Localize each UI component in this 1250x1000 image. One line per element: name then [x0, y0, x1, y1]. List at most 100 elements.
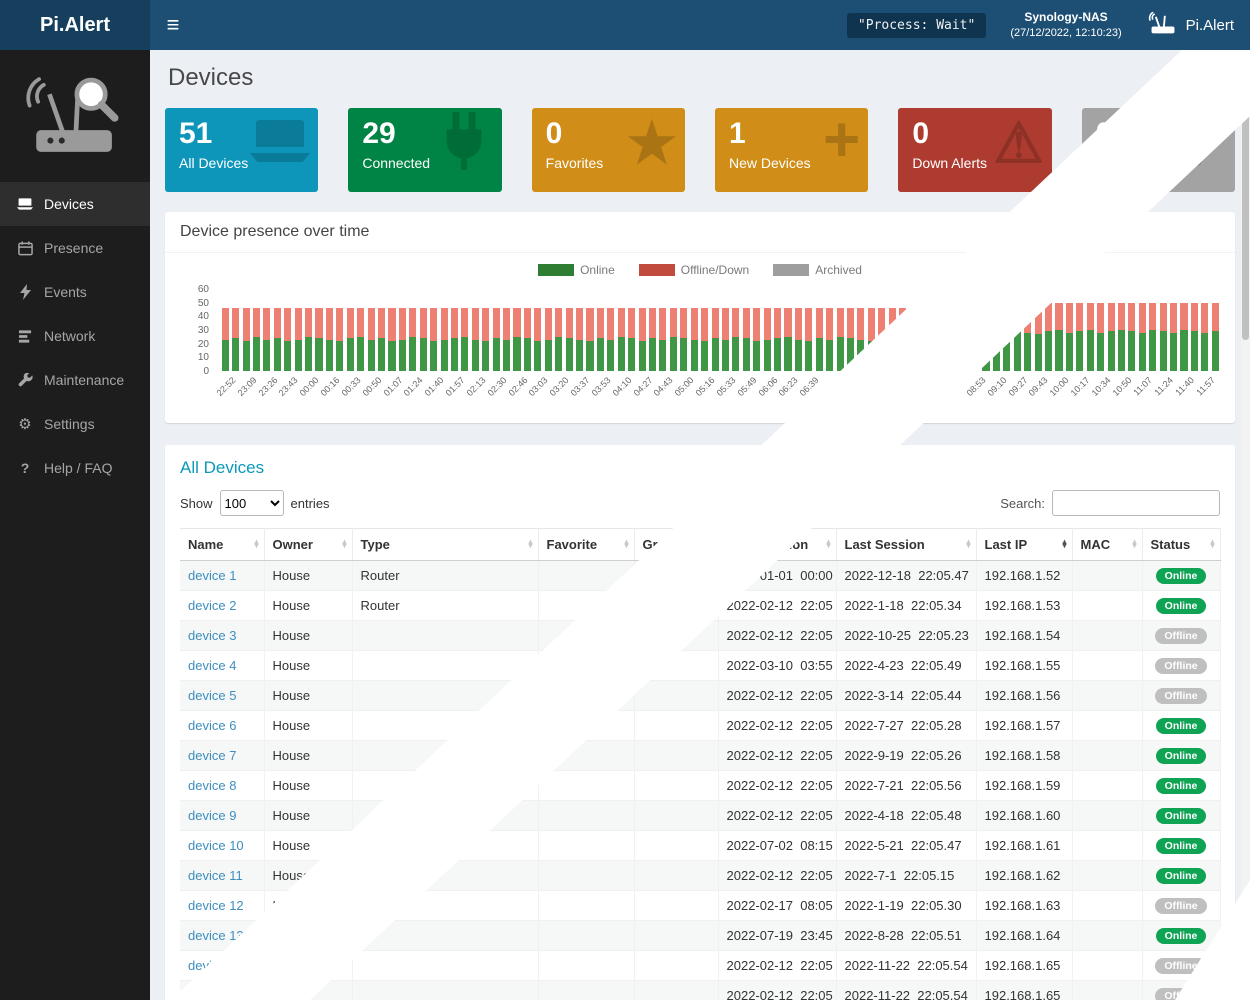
card-new-devices[interactable]: 1 New Devices +: [714, 108, 869, 192]
device-link[interactable]: device 7: [188, 748, 237, 763]
search-input[interactable]: [1052, 490, 1220, 516]
chart-bar: [981, 289, 991, 371]
legend-item[interactable]: Offline/Down: [638, 263, 749, 277]
sidebar-item-label: Maintenance: [44, 372, 125, 388]
header-brand-label: Pi.Alert: [1185, 16, 1234, 34]
chart-bar: [772, 289, 782, 371]
card-connected[interactable]: 29 Connected: [348, 108, 502, 192]
chart-bar: [491, 289, 501, 371]
page-title: Devices: [168, 64, 254, 91]
sidebar-item-presence[interactable]: Presence: [0, 226, 150, 270]
chart-bar: [835, 289, 845, 371]
search-label: Search:: [1000, 495, 1045, 511]
device-link[interactable]: device 12: [188, 898, 244, 913]
chart-legend: Online Offline/Down Archived: [180, 263, 1220, 277]
question-icon: ?: [20, 460, 30, 476]
chart-bar: [324, 289, 334, 371]
status-badge: Online: [1155, 568, 1207, 584]
chart-bar: [1002, 289, 1012, 371]
column-header-owner[interactable]: Owner ▴ ▾: [264, 528, 353, 561]
table-row: device 10 House 2022-07-02 08:15 2022-5-21 …: [180, 830, 1221, 861]
chart-bar: [710, 289, 720, 371]
device-link[interactable]: device 9: [188, 808, 237, 823]
chart-bar: [1043, 289, 1053, 371]
card-archived[interactable]: 0 Archived: [1081, 108, 1235, 192]
chart-bar: [1095, 289, 1105, 371]
device-link[interactable]: device 11: [188, 868, 243, 883]
chart-bar: [1012, 289, 1022, 371]
chart-bar: [679, 289, 689, 371]
chart-bar: [376, 289, 386, 371]
column-header-group[interactable]: Group ▴ ▾: [634, 528, 719, 561]
chart-bar: [262, 289, 272, 371]
chart-bar: [626, 289, 636, 371]
card-down-alerts[interactable]: 0 Down Alerts ⚠: [898, 108, 1052, 192]
chart-bar: [741, 289, 751, 371]
device-link[interactable]: device 8: [188, 778, 237, 793]
sidebar-item-events[interactable]: Events: [0, 270, 150, 314]
chart-bar: [689, 289, 699, 371]
sidebar-item-network[interactable]: Network: [0, 314, 150, 358]
chart-panel-title: Device presence over time: [165, 212, 1235, 253]
sidebar-item-settings[interactable]: ⚙ Settings: [0, 402, 150, 446]
column-header-status[interactable]: Status ▴ ▾: [1142, 528, 1221, 561]
column-header-name[interactable]: Name ▴ ▾: [180, 528, 265, 561]
hamburger-icon[interactable]: ≡: [166, 12, 180, 37]
table-controls: Show 100 entries Search:: [165, 484, 1235, 528]
device-link[interactable]: device 10: [188, 838, 244, 853]
legend-item[interactable]: Archived: [773, 263, 862, 277]
column-header-first_session[interactable]: First Session ▴ ▾: [718, 528, 837, 561]
column-header-last_session[interactable]: Last Session ▴ ▾: [836, 528, 977, 561]
host-timestamp: (27/12/2022, 12:10:23): [1010, 26, 1122, 39]
table-row: device 9 House 2022-02-12 22:05 2022-4-18 2…: [180, 800, 1221, 831]
chart-bar: [418, 289, 428, 371]
status-badge: Online: [1155, 718, 1207, 734]
table-row: device 13 House 2022-07-19 23:45 2022-8-28 …: [180, 920, 1221, 951]
entries-select[interactable]: 100: [219, 490, 284, 516]
sidebar-item-devices[interactable]: Devices: [0, 182, 150, 226]
legend-item[interactable]: Online: [538, 263, 615, 277]
vertical-scrollbar[interactable]: [1241, 50, 1250, 1000]
sidebar-item-label: Settings: [44, 416, 95, 432]
all-devices-panel: All Devices Show 100 entries Search: Nam…: [165, 445, 1235, 1000]
sidebar-item-maintenance[interactable]: Maintenance: [0, 358, 150, 402]
device-link[interactable]: device 14: [188, 988, 244, 1000]
chart-bar: [1148, 289, 1158, 371]
device-link[interactable]: device 2: [188, 598, 237, 613]
column-header-favorite[interactable]: Favorite ▴ ▾: [538, 528, 635, 561]
device-link[interactable]: device 5: [188, 688, 237, 703]
table-row: device 4 House 2022-03-10 03:55 2022-4-23 2…: [180, 650, 1221, 681]
sidebar-item-help[interactable]: ? Help / FAQ: [0, 446, 150, 490]
chart-bar: [272, 289, 282, 371]
device-link[interactable]: device 4: [188, 658, 237, 673]
chart-bar: [1054, 289, 1064, 371]
device-link[interactable]: device 14: [188, 958, 244, 973]
network-icon: [16, 328, 34, 344]
card-favorites[interactable]: 0 Favorites ★: [531, 108, 685, 192]
table-header-row: Name ▴ ▾ Owner ▴ ▾ Type ▴ ▾ Favorite ▴ ▾ Group ▴ ▾ Firs…: [180, 528, 1221, 561]
sort-icon: ▴ ▾: [1062, 536, 1067, 551]
column-header-last_ip[interactable]: Last IP ▴ ▾: [976, 528, 1073, 561]
chart-bar: [814, 289, 824, 371]
chart-bar: [658, 289, 668, 371]
chart-bar: [428, 289, 438, 371]
device-link[interactable]: device 1: [188, 568, 237, 583]
chart-bar: [345, 289, 355, 371]
scrollbar-thumb[interactable]: [1242, 55, 1249, 340]
chart-bar: [699, 289, 709, 371]
column-header-type[interactable]: Type ▴ ▾: [352, 528, 539, 561]
column-header-mac[interactable]: MAC ▴ ▾: [1072, 528, 1143, 561]
chart-bar: [574, 289, 584, 371]
chart-y-axis: 60 50 40 30 20 10 0: [197, 284, 209, 377]
table-panel-title: All Devices: [180, 458, 265, 477]
device-link[interactable]: device 13: [188, 928, 244, 943]
status-badge: Offline: [1155, 658, 1207, 674]
device-link[interactable]: device 3: [188, 628, 237, 643]
card-all-devices[interactable]: 51 All Devices: [165, 108, 319, 192]
table-row: device 12 House Laptop 2022-02-17 08:05 2022…: [180, 890, 1221, 921]
chart-bar: [303, 289, 313, 371]
chart-bar: [856, 289, 866, 371]
chart-bar: [387, 289, 397, 371]
chart-bar: [220, 289, 230, 371]
device-link[interactable]: device 6: [188, 718, 237, 733]
